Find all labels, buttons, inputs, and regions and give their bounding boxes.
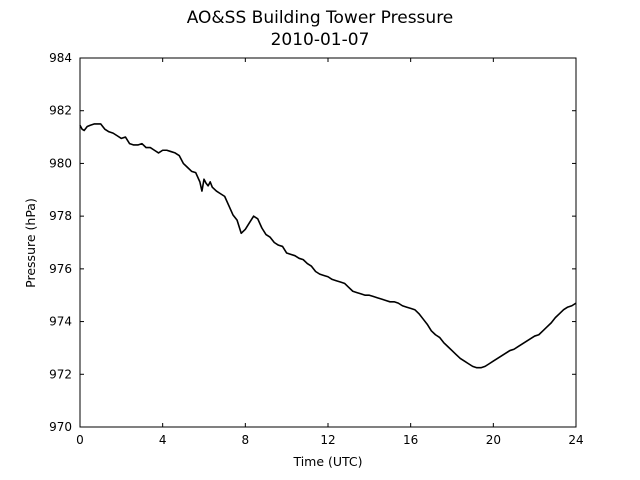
y-tick-label: 982 — [49, 104, 72, 118]
x-tick-label: 24 — [568, 433, 583, 447]
y-tick-label: 978 — [49, 209, 72, 223]
x-tick-label: 4 — [159, 433, 167, 447]
x-tick-label: 20 — [486, 433, 501, 447]
chart-subtitle: 2010-01-07 — [270, 30, 370, 50]
pressure-series-line — [79, 123, 577, 369]
x-axis-label: Time (UTC) — [292, 454, 362, 469]
y-tick-label: 976 — [49, 262, 72, 276]
x-tick-label: 12 — [320, 433, 335, 447]
y-axis-label: Pressure (hPa) — [23, 198, 38, 288]
plot-frame — [79, 57, 577, 428]
y-tick-label: 970 — [49, 420, 72, 434]
x-tick-label: 8 — [242, 433, 250, 447]
x-tick-label: 0 — [76, 433, 84, 447]
x-tick-label: 16 — [403, 433, 418, 447]
y-tick-label: 980 — [49, 156, 72, 170]
chart-title: AO&SS Building Tower Pressure — [186, 8, 454, 28]
y-tick-label: 974 — [49, 315, 72, 329]
y-tick-label: 984 — [49, 51, 72, 65]
y-tick-label: 972 — [49, 367, 72, 381]
ticks-layer: 0 4 8 12 16 20 24 970 972 974 976 978 980 982 984 — [49, 51, 584, 447]
